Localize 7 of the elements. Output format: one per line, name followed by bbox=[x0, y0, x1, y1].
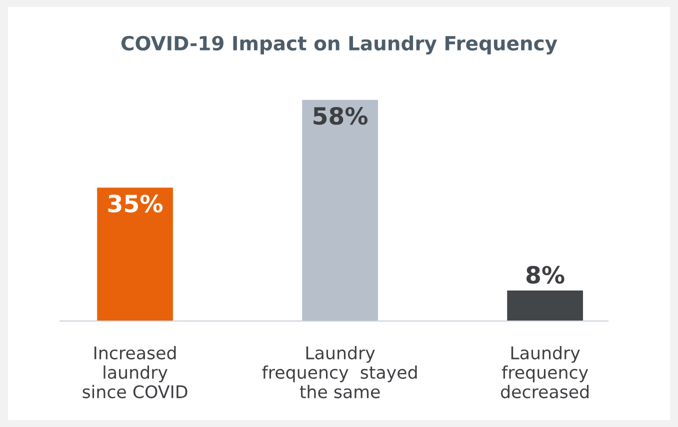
x-tick-label: Laundry frequency decreased bbox=[500, 346, 589, 398]
chart-title: COVID-19 Impact on Laundry Frequency bbox=[121, 36, 558, 54]
x-tick-label: Laundry frequency stayed the same bbox=[262, 346, 417, 398]
data-label: 8% bbox=[526, 266, 564, 284]
data-label: 58% bbox=[314, 106, 368, 125]
x-tick-label: Increased laundry since COVID bbox=[82, 346, 188, 398]
data-label: 35% bbox=[108, 194, 163, 212]
